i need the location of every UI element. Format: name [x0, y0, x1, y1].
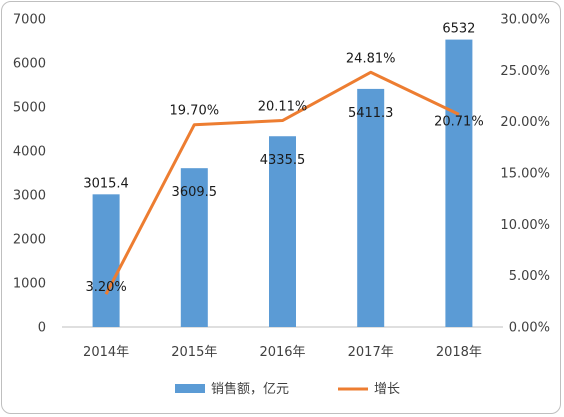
- bar-series: [92, 39, 473, 327]
- left-tick-label: 2000: [13, 233, 46, 248]
- bar: [269, 136, 296, 327]
- right-tick-label: 30.00%: [500, 13, 550, 28]
- growth-line: [104, 70, 460, 295]
- bar-data-labels: 3015.4 3609.5 4335.5 5411.3 6532: [83, 22, 475, 201]
- left-tick-label: 4000: [13, 145, 46, 160]
- bar: [357, 88, 385, 327]
- left-tick-label: 6000: [13, 57, 46, 72]
- right-tick-label: 25.00%: [500, 64, 550, 79]
- legend-swatch-sales: [175, 384, 205, 393]
- line-data-labels: 3.20% 19.70% 20.11% 24.81% 20.71%: [85, 51, 483, 295]
- bar: [180, 168, 208, 327]
- right-tick-label: 10.00%: [500, 218, 550, 233]
- line-data-label: 24.81%: [346, 51, 396, 66]
- left-y-axis: 0 1000 2000 3000 4000 5000 6000 7000: [13, 13, 46, 336]
- x-tick-label: 2018年: [436, 345, 482, 360]
- x-tick-label: 2015年: [171, 345, 217, 360]
- right-tick-label: 20.00%: [500, 115, 550, 130]
- bar-data-label: 6532: [442, 22, 475, 37]
- x-axis: 2014年 2015年 2016年 2017年 2018年: [83, 345, 482, 360]
- line-data-label: 20.11%: [258, 100, 308, 115]
- legend-label-growth: 增长: [374, 382, 400, 397]
- line-data-label: 20.71%: [434, 114, 484, 129]
- left-tick-label: 0: [38, 321, 46, 336]
- bar-data-label: 5411.3: [348, 106, 394, 121]
- line-data-label: 3.20%: [85, 280, 126, 295]
- bar: [92, 194, 120, 327]
- line-data-label: 19.70%: [170, 104, 220, 119]
- right-tick-label: 15.00%: [500, 167, 550, 182]
- legend: 销售额，亿元 增长: [175, 381, 400, 397]
- left-tick-label: 7000: [13, 13, 46, 28]
- right-y-axis: 0.00% 5.00% 10.00% 15.00% 20.00% 25.00% 30.00%: [500, 13, 550, 336]
- bar-data-label: 3015.4: [83, 176, 129, 191]
- left-tick-label: 5000: [13, 101, 46, 116]
- x-tick-label: 2017年: [348, 345, 394, 360]
- bar: [445, 39, 473, 327]
- bar-data-label: 4335.5: [260, 153, 306, 168]
- right-tick-label: 5.00%: [509, 269, 550, 284]
- legend-label-sales: 销售额，亿元: [211, 381, 289, 397]
- left-tick-label: 1000: [13, 277, 46, 292]
- left-tick-label: 3000: [13, 189, 46, 204]
- x-tick-label: 2016年: [259, 345, 305, 360]
- right-tick-label: 0.00%: [509, 321, 550, 336]
- x-tick-label: 2014年: [83, 345, 129, 360]
- bar-data-label: 3609.5: [172, 185, 218, 200]
